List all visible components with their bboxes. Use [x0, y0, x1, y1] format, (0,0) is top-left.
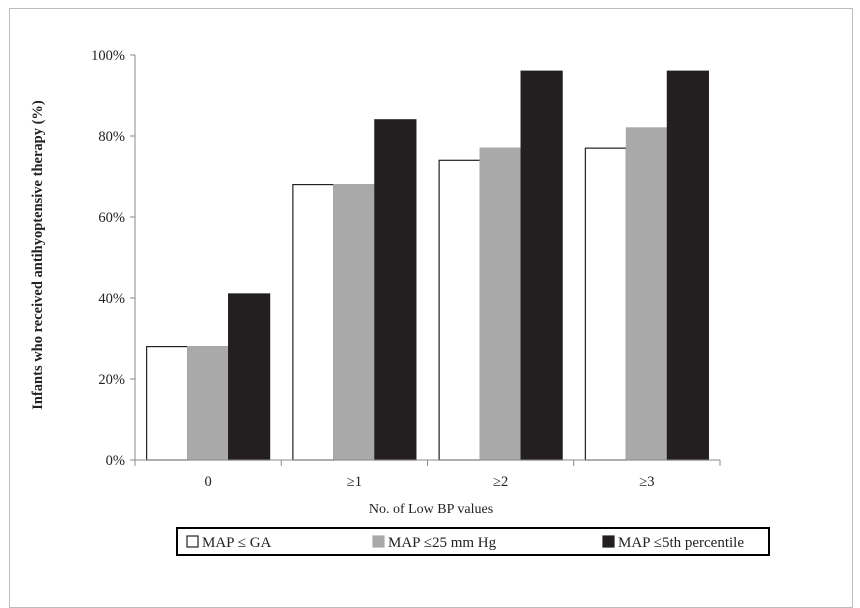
- legend-label-1: MAP ≤ GA: [202, 535, 272, 551]
- y-axis-title: Infants who received antihyoptensive the…: [30, 100, 46, 410]
- bars-group: [146, 70, 709, 461]
- y-ticks-group: 0% 20% 40% 60% 80% 100%: [91, 48, 135, 469]
- y-tick-label: 0%: [106, 453, 125, 469]
- x-ticks-group: 0 ≥1 ≥2 ≥3: [134, 460, 721, 490]
- bar-series-2-1: [333, 184, 376, 461]
- legend-items: MAP ≤ GA MAP ≤25 mm Hg MAP ≤5th percentile: [186, 535, 744, 551]
- x-tick-label: 0: [205, 474, 212, 490]
- bar-series-3-1: [374, 119, 417, 461]
- bar-series-3-2: [520, 70, 563, 461]
- bar-series-2-0: [187, 346, 230, 461]
- legend-swatch-2: [372, 535, 385, 548]
- x-tick-label: ≥2: [493, 474, 508, 490]
- bar-series-1-2: [438, 159, 481, 461]
- bar-series-3-3: [666, 70, 709, 461]
- bar-series-2-2: [479, 147, 522, 461]
- legend-label-2: MAP ≤25 mm Hg: [388, 535, 497, 551]
- legend-label-3: MAP ≤5th percentile: [618, 535, 744, 551]
- y-tick-label: 60%: [98, 210, 125, 226]
- y-tick-label: 20%: [98, 372, 125, 388]
- legend: MAP ≤ GA MAP ≤25 mm Hg MAP ≤5th percentile: [176, 527, 770, 556]
- y-tick-label: 80%: [98, 129, 125, 145]
- bar-series-1-3: [584, 147, 627, 461]
- y-tick-label: 100%: [91, 48, 125, 64]
- bar-series-1-1: [292, 184, 335, 461]
- x-axis-title: No. of Low BP values: [369, 502, 493, 517]
- legend-swatch-1: [186, 535, 199, 548]
- legend-swatch-3: [602, 535, 615, 548]
- legend-box: [176, 527, 770, 556]
- bar-series-3-0: [228, 293, 271, 461]
- bar-series-2-3: [625, 127, 668, 461]
- x-tick-label: ≥1: [347, 474, 362, 490]
- bar-chart: 0% 20% 40% 60% 80% 100% 0 ≥1 ≥2 ≥3 No. of Low BP…: [30, 48, 770, 556]
- y-tick-label: 40%: [98, 291, 125, 307]
- x-tick-label: ≥3: [639, 474, 654, 490]
- bar-series-1-0: [146, 346, 189, 461]
